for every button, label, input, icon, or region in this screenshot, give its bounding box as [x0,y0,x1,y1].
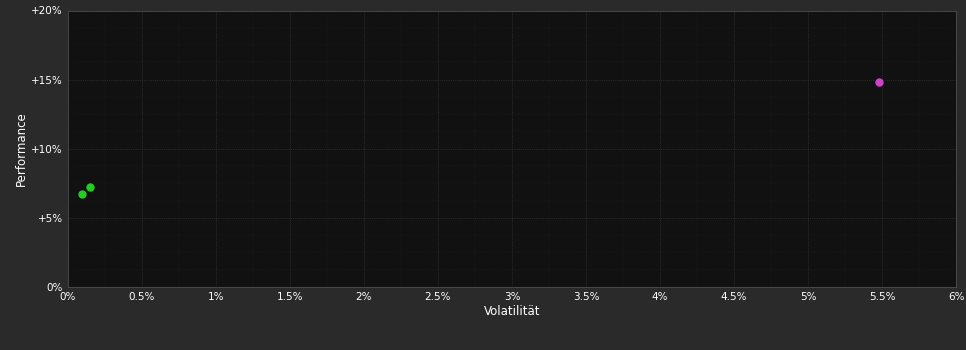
Y-axis label: Performance: Performance [15,111,28,186]
X-axis label: Volatilität: Volatilität [484,304,540,318]
